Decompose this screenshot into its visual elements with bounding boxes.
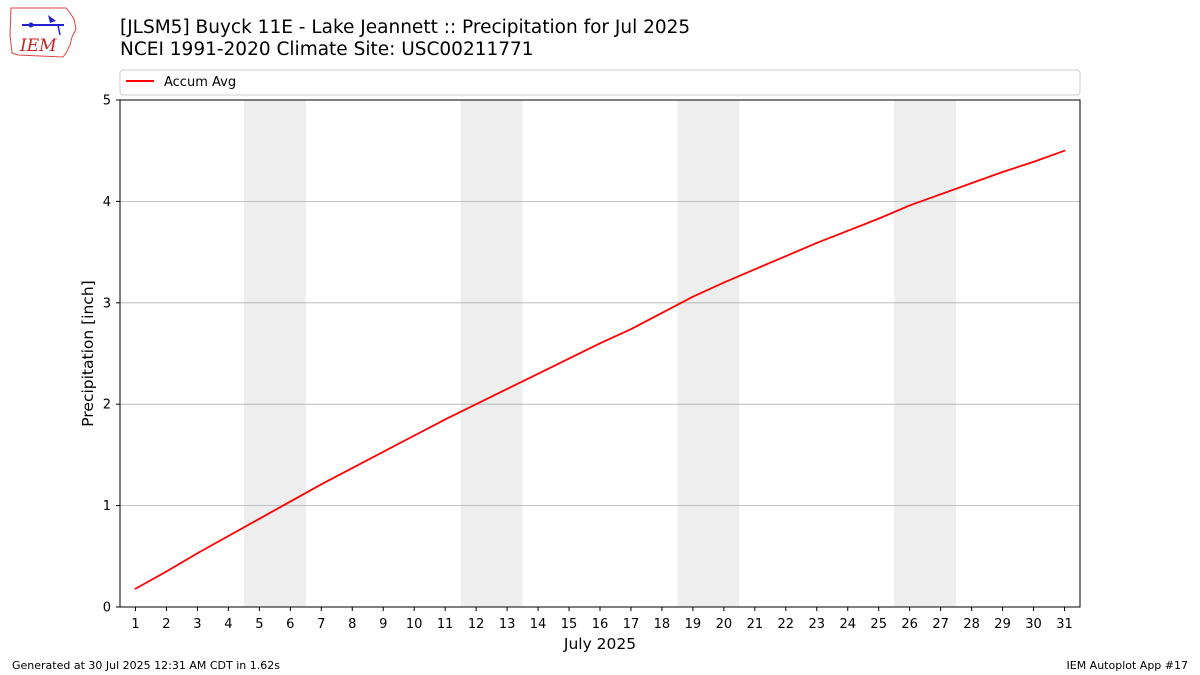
data-point-day-24 [846, 229, 849, 232]
x-tick-label-6: 6 [286, 617, 294, 632]
x-tick-label-18: 18 [654, 617, 671, 632]
y-tick-label-3: 3 [103, 296, 111, 311]
data-point-day-8 [351, 467, 354, 469]
x-axis-label: July 2025 [563, 635, 636, 653]
weekend-band-1 [460, 100, 523, 607]
data-point-day-29 [1001, 171, 1004, 173]
x-tick-label-15: 15 [561, 617, 578, 632]
data-point-day-10 [413, 434, 416, 437]
data-point-day-6 [289, 500, 292, 503]
data-point-day-27 [939, 193, 942, 196]
logo-barb [57, 24, 61, 36]
data-point-day-19 [692, 295, 694, 298]
x-tick-label-5: 5 [255, 617, 263, 632]
y-tick-label-1: 1 [103, 499, 111, 514]
data-point-day-17 [630, 328, 632, 331]
chart-subtitle: NCEI 1991-2020 Climate Site: USC00211771 [120, 39, 534, 60]
iem-logo-icon: IEM [8, 5, 82, 61]
data-point-day-4 [227, 535, 230, 537]
iowa-outline-shape [9, 7, 77, 58]
data-point-day-5 [258, 517, 261, 520]
x-tick-label-30: 30 [1025, 617, 1042, 632]
x-tick-label-23: 23 [809, 617, 826, 632]
data-point-day-18 [661, 312, 663, 314]
x-tick-label-22: 22 [778, 617, 795, 632]
data-point-day-20 [722, 281, 725, 284]
x-tick-label-14: 14 [530, 617, 547, 632]
chart-title: [JLSM5] Buyck 11E - Lake Jeannett :: Pre… [120, 17, 691, 38]
weekend-band-0 [243, 100, 306, 607]
data-point-day-26 [908, 204, 911, 207]
x-tick-label-26: 26 [901, 617, 918, 632]
y-tick-label-4: 4 [103, 195, 111, 210]
data-point-day-2 [165, 570, 168, 573]
generated-footer: Generated at 30 Jul 2025 12:31 AM CDT in… [12, 659, 280, 672]
data-point-day-28 [970, 182, 973, 185]
data-point-day-1 [134, 587, 137, 590]
app-footer: IEM Autoplot App #17 [1066, 659, 1189, 672]
y-tick-label-0: 0 [103, 601, 111, 616]
x-tick-label-9: 9 [379, 617, 387, 632]
x-tick-label-31: 31 [1056, 617, 1073, 632]
logo-dot-a [28, 22, 34, 28]
x-tick-label-29: 29 [994, 617, 1011, 632]
y-axis-label: Precipitation [inch] [79, 280, 97, 426]
x-tick-label-28: 28 [963, 617, 980, 632]
data-point-day-13 [506, 388, 508, 390]
x-tick-label-2: 2 [162, 617, 170, 632]
x-tick-label-24: 24 [839, 617, 856, 632]
y-tick-label-2: 2 [103, 398, 111, 413]
legend-label-accum-avg: Accum Avg [164, 75, 236, 90]
data-point-day-16 [599, 342, 601, 345]
data-point-day-30 [1032, 160, 1035, 163]
x-tick-label-4: 4 [224, 617, 232, 632]
x-tick-label-17: 17 [623, 617, 640, 632]
data-point-day-15 [568, 357, 570, 360]
x-tick-label-3: 3 [193, 617, 201, 632]
x-tick-label-1: 1 [131, 617, 139, 632]
data-point-day-14 [537, 372, 539, 375]
data-point-day-25 [877, 217, 880, 220]
logo-flag-shape [48, 15, 56, 23]
data-point-day-23 [815, 242, 818, 244]
x-tick-label-10: 10 [406, 617, 423, 632]
data-point-day-12 [475, 403, 478, 406]
x-tick-label-27: 27 [932, 617, 949, 632]
data-point-day-7 [320, 483, 323, 486]
data-point-day-9 [382, 450, 385, 453]
x-tick-label-12: 12 [468, 617, 485, 632]
x-tick-label-19: 19 [685, 617, 702, 632]
x-tick-label-13: 13 [499, 617, 516, 632]
y-tick-label-5: 5 [103, 94, 111, 109]
x-tick-label-21: 21 [747, 617, 764, 632]
data-point-day-22 [784, 255, 787, 258]
x-tick-label-11: 11 [437, 617, 454, 632]
data-point-day-3 [196, 552, 199, 555]
x-tick-label-7: 7 [317, 617, 325, 632]
iem-logo-text: IEM [19, 36, 57, 56]
iem-logo-graphic: IEM [9, 7, 77, 58]
weekend-band-3 [894, 100, 957, 607]
x-tick-label-8: 8 [348, 617, 356, 632]
data-point-day-21 [753, 268, 756, 271]
weekend-band-2 [677, 100, 740, 607]
data-point-day-31 [1063, 149, 1066, 152]
data-point-day-11 [444, 418, 447, 421]
x-tick-label-20: 20 [716, 617, 733, 632]
legend-box [119, 69, 1081, 96]
x-tick-label-16: 16 [592, 617, 609, 632]
x-tick-label-25: 25 [870, 617, 887, 632]
